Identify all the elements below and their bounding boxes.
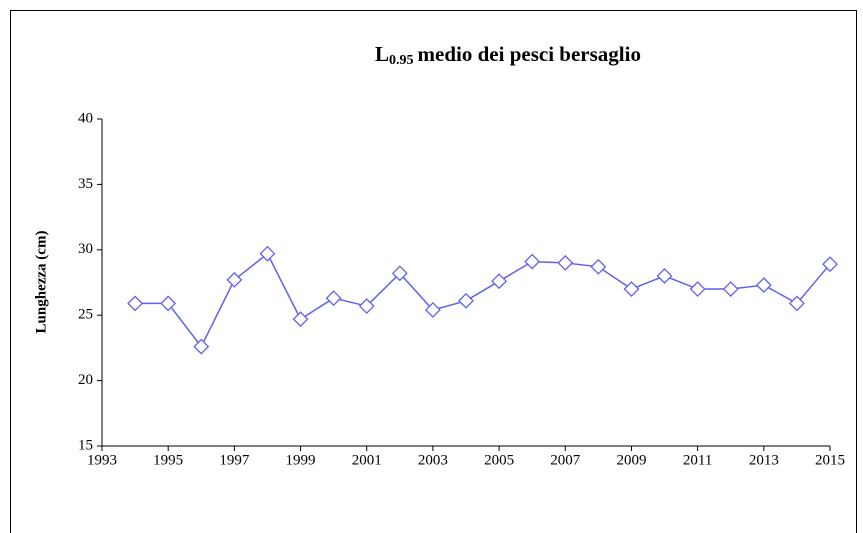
title-subscript: 0.95 [389,53,414,68]
point-marker [292,311,309,328]
point-marker [491,273,508,290]
point-marker [656,268,673,284]
x-tick-label: 1993 [87,452,117,468]
x-tick-label: 1995 [153,452,183,468]
point-marker [358,298,375,314]
point-marker [160,295,177,312]
y-tick-label: 20 [78,372,93,388]
point-marker [788,295,805,312]
y-axis-label: Lunghezza (cm) [33,231,49,334]
point-marker [755,277,772,294]
y-tick-label: 25 [78,307,93,323]
point-marker [424,302,441,318]
title-text: medio dei pesci bersaglio [418,42,641,66]
x-tick-label: 2015 [815,452,845,468]
point-marker [557,254,574,271]
point-marker [259,245,276,262]
series-line [135,252,831,349]
title-base: L [375,42,389,66]
chart-title: L0.95 medio dei pesci bersaglio [375,42,641,68]
point-marker [822,256,838,273]
point-marker [458,292,474,309]
x-tick-label: 2001 [352,452,382,468]
point-marker [590,258,607,275]
x-tick-label: 1997 [219,452,250,468]
x-tick-label: 2011 [683,452,712,468]
point-marker [689,281,706,297]
x-tick-label: 2007 [550,452,581,468]
y-tick-label: 40 [78,110,93,126]
y-tick-label: 30 [78,241,93,257]
point-marker [325,290,342,307]
x-tick-label: 2003 [418,452,448,468]
point-marker [226,271,243,288]
x-tick-label: 2009 [616,452,646,468]
x-tick-label: 1999 [286,452,316,468]
point-marker [623,281,640,297]
x-tick-label: 2013 [749,452,779,468]
point-marker [391,265,408,282]
point-marker [722,281,739,297]
y-tick-label: 15 [78,437,93,453]
y-tick-label: 35 [78,176,93,192]
point-marker [524,253,541,270]
x-tick-label: 2005 [484,452,514,468]
point-marker [127,295,144,312]
point-marker [193,338,210,355]
